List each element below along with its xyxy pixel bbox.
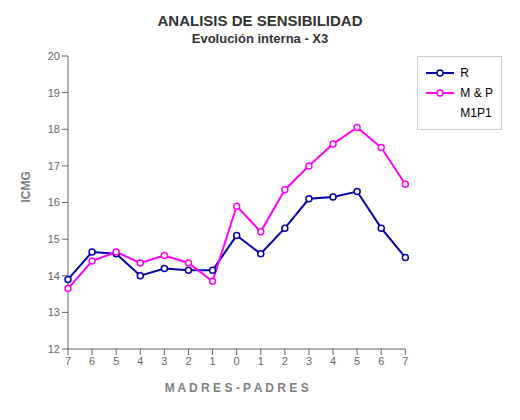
- svg-text:0: 0: [234, 355, 240, 367]
- svg-text:4: 4: [330, 355, 336, 367]
- svg-text:2: 2: [282, 355, 288, 367]
- svg-text:13: 13: [48, 306, 60, 318]
- svg-text:M A D R E S - P A D R E S: M A D R E S - P A D R E S: [165, 381, 309, 395]
- svg-text:3: 3: [306, 355, 312, 367]
- svg-text:16: 16: [48, 196, 60, 208]
- svg-text:5: 5: [354, 355, 360, 367]
- svg-text:5: 5: [113, 355, 119, 367]
- svg-text:3: 3: [161, 355, 167, 367]
- svg-text:6: 6: [378, 355, 384, 367]
- svg-text:12: 12: [48, 343, 60, 355]
- svg-text:19: 19: [48, 87, 60, 99]
- svg-text:17: 17: [48, 160, 60, 172]
- svg-text:18: 18: [48, 123, 60, 135]
- svg-text:14: 14: [48, 270, 60, 282]
- html-text:M1P1: M1P1: [460, 106, 492, 120]
- svg-text:1: 1: [258, 355, 264, 367]
- html-text:M & P: M & P: [460, 86, 493, 100]
- html-text:Evolución interna - X3: Evolución interna - X3: [191, 31, 329, 46]
- svg-text:20: 20: [48, 50, 60, 62]
- html-text:R: R: [460, 66, 469, 80]
- svg-text:2: 2: [185, 355, 191, 367]
- svg-text:7: 7: [402, 355, 408, 367]
- html-text:ANALISIS DE SENSIBILIDAD: ANALISIS DE SENSIBILIDAD: [157, 12, 363, 29]
- svg-text:15: 15: [48, 233, 60, 245]
- svg-text:ICMG: ICMG: [19, 171, 33, 202]
- svg-text:6: 6: [89, 355, 95, 367]
- svg-text:7: 7: [65, 355, 71, 367]
- svg-text:4: 4: [137, 355, 143, 367]
- svg-text:1: 1: [210, 355, 216, 367]
